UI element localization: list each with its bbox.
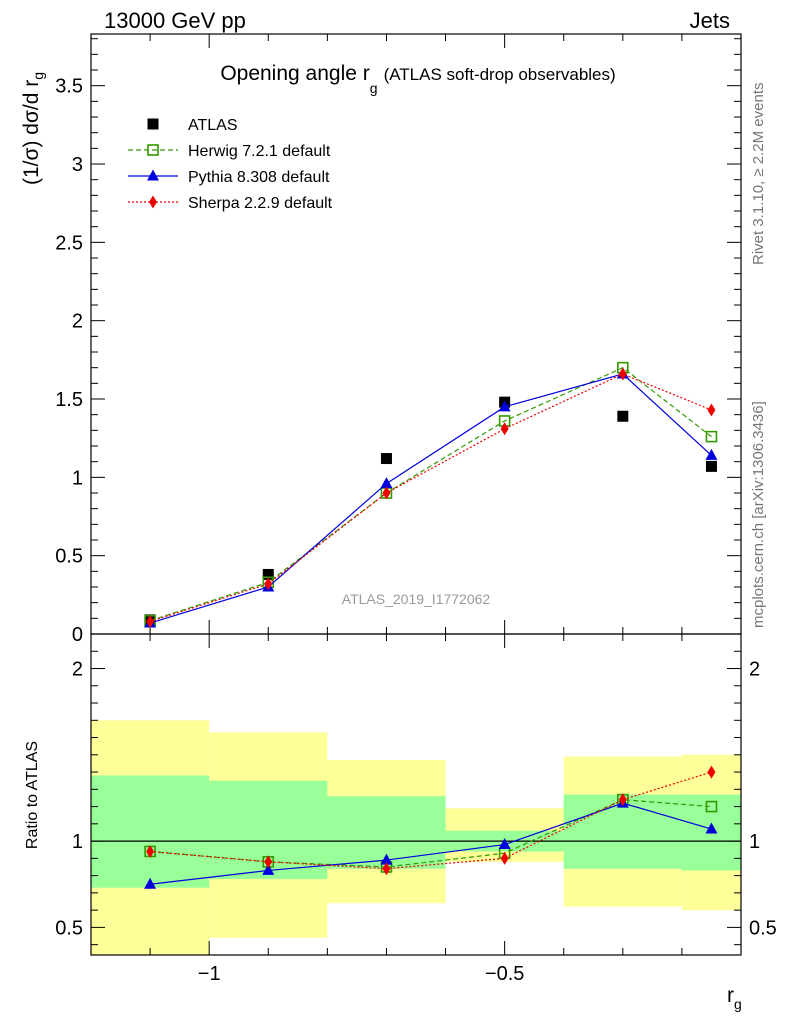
legend-label: Herwig 7.2.1 default [188,143,331,160]
series-1 [144,361,718,627]
data-point [705,460,717,472]
y-axis-label-sub: g [30,72,46,80]
series-2 [144,367,718,628]
data-point [262,568,274,580]
y-tick-label: 1.5 [55,389,83,411]
legend-label: Pythia 8.308 default [188,169,330,186]
legend-item-3: Sherpa 2.2.9 default [128,195,333,212]
ratio-line [150,799,712,868]
ratio-point [382,862,391,876]
series-line [149,366,712,622]
y-tick-label: 2 [72,311,83,333]
y-tick-label: 2.5 [55,232,83,254]
series-3 [146,367,716,628]
ratio-series-2 [144,796,718,889]
ratio-series [144,765,718,889]
data-point [705,448,718,460]
data-point [382,486,391,500]
x-tick-label: −1 [198,963,221,985]
data-point [500,422,509,436]
data-point [146,614,155,628]
data-point [380,453,392,465]
data-point [264,577,273,591]
analysis-id-label: ATLAS_2019_I1772062 [342,591,491,607]
legend-marker [147,169,159,181]
axis-ticks: 0 0.5 1 1.5 2 2.5 3 3.5 −1 −0.5 0.5 0.5 1 1 2 2 [55,34,777,985]
ratio-tick-label-right: 2 [749,659,760,681]
ratio-line [150,802,712,885]
y-axis-label: (1/σ) dσ/d rg [20,72,46,185]
legend-marker [147,144,159,156]
series-line [149,373,712,624]
plot-frames [90,33,742,956]
ratio-y-axis-label: Ratio to ATLAS [24,741,41,849]
chart-title-sub: g [370,80,378,96]
y-axis-label-main: (1/σ) dσ/d r [20,80,43,185]
ratio-series-3 [146,765,716,876]
x-axis-label: rg [727,984,742,1012]
header-left-label: 13000 GeV pp [104,8,246,33]
data-point [380,477,393,489]
y-tick-label: 0.5 [55,546,83,568]
ratio-tick-label-left: 2 [72,659,83,681]
ratio-point [264,855,273,869]
data-point [498,400,511,412]
y-tick-label: 0 [72,624,83,646]
ratio-point [144,877,157,889]
chart-title: Opening angle rg (ATLAS soft-drop observa… [220,62,615,96]
ratio-point [262,863,275,875]
ratio-tick-label-left: 1 [72,831,83,853]
ratio-point [380,853,393,865]
ratio-plot-frame [90,633,742,956]
ratio-tick-label-left: 0.5 [55,917,83,939]
ratio-uncertainty-bands [91,720,741,955]
chart-title-suffix: (ATLAS soft-drop observables) [384,65,616,84]
ratio-point [500,851,509,865]
y-tick-label: 3 [72,154,83,176]
data-point [618,367,627,381]
y-tick-label: 1 [72,467,83,489]
legend-marker [149,195,157,209]
legend-label: Sherpa 2.2.9 default [188,195,333,212]
mcplots-side-label: mcplots.cern.ch [arXiv:1306.3436] [750,401,767,628]
legend-item-0: ATLAS [147,117,238,134]
data-point [617,410,629,422]
ratio-point [707,765,716,779]
legend-item-1: Herwig 7.2.1 default [128,143,331,160]
data-point [707,403,716,417]
x-axis-label-sub: g [734,996,742,1012]
ratio-point [618,793,627,807]
rivet-side-label: Rivet 3.1.10, ≥ 2.2M events [750,83,767,266]
ratio-tick-label-right: 1 [749,831,760,853]
ratio-point [705,822,718,834]
band-inner-bin-0 [91,775,210,888]
header-right-label: Jets [690,8,730,33]
x-tick-label: −0.5 [485,963,524,985]
legend: ATLAS Herwig 7.2.1 default Pythia 8.308 de… [128,117,333,212]
y-tick-label: 3.5 [55,76,83,98]
legend-marker [147,118,159,130]
data-series [144,361,718,628]
legend-item-2: Pythia 8.308 default [128,169,330,186]
ratio-point [146,844,155,858]
legend-label: ATLAS [188,117,238,134]
ratio-point [498,838,511,850]
ratio-point [705,800,718,813]
x-axis-label-main: r [727,984,734,1007]
data-point [705,430,718,443]
series-line [149,373,712,623]
chart-title-main: Opening angle r [220,62,369,85]
ratio-line [150,771,712,870]
ratio-tick-label-right: 0.5 [749,917,777,939]
